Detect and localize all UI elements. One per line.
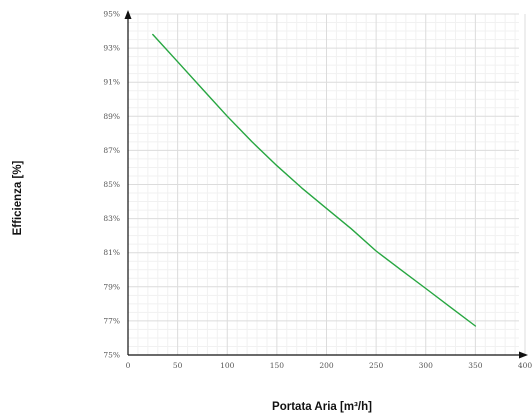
y-tick-label: 83% bbox=[103, 214, 120, 223]
x-tick-label: 300 bbox=[419, 361, 434, 370]
axes bbox=[124, 10, 528, 359]
tick-labels: 0 50 100 150 200 250 300 350 400 75% 77% 79% 81% 83% 8… bbox=[103, 10, 532, 371]
y-axis-arrow bbox=[124, 10, 132, 19]
x-tick-label: 250 bbox=[369, 361, 384, 370]
y-axis-title: Efficienza [%] bbox=[12, 160, 24, 235]
x-tick-label: 400 bbox=[518, 361, 532, 370]
x-tick-label: 150 bbox=[270, 361, 285, 370]
y-tick-label: 77% bbox=[103, 316, 120, 325]
y-tick-label: 81% bbox=[103, 248, 120, 257]
series-layer bbox=[152, 33, 477, 327]
major-grid bbox=[128, 13, 526, 355]
x-axis-arrow bbox=[519, 351, 528, 359]
x-axis-title: Portata Aria [m³/h] bbox=[272, 401, 372, 413]
y-tick-label: 95% bbox=[103, 10, 120, 19]
y-tick-label: 91% bbox=[103, 78, 120, 87]
y-tick-label: 85% bbox=[103, 180, 120, 189]
x-tick-label: 50 bbox=[173, 361, 183, 370]
y-tick-label: 87% bbox=[103, 146, 120, 155]
y-tick-label: 93% bbox=[103, 44, 120, 53]
y-tick-label: 89% bbox=[103, 112, 120, 121]
x-tick-label: 0 bbox=[126, 361, 131, 370]
y-tick-label: 75% bbox=[103, 351, 120, 360]
y-tick-label: 79% bbox=[103, 282, 120, 291]
x-tick-label: 100 bbox=[220, 361, 235, 370]
x-tick-label: 200 bbox=[319, 361, 334, 370]
series-line-0 bbox=[152, 33, 477, 327]
x-tick-label: 350 bbox=[468, 361, 483, 370]
